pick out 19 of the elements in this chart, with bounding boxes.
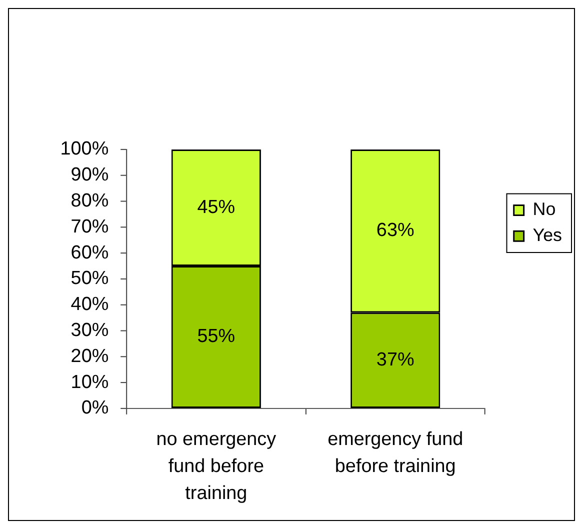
y-tick-label: 30%	[70, 320, 109, 341]
y-tick-label: 100%	[60, 138, 109, 160]
legend-label: No	[532, 199, 556, 220]
y-tick-label: 60%	[70, 242, 109, 264]
y-tick-label: 90%	[70, 164, 109, 186]
data-label: 55%	[197, 326, 236, 348]
data-label: 45%	[197, 196, 236, 218]
y-tick-label: 80%	[70, 190, 109, 212]
y-tick-label: 70%	[70, 216, 109, 238]
data-label: 37%	[376, 349, 414, 370]
y-tick-label: 40%	[70, 294, 109, 316]
x-tick-label: emergency fund before training	[328, 429, 464, 477]
y-tick-label: 20%	[70, 346, 109, 367]
y-tick-label: 0%	[81, 398, 109, 419]
legend-label: Yes	[532, 225, 562, 246]
data-label: 63%	[376, 220, 414, 242]
x-tick-label: no emergency fund before training	[156, 429, 277, 504]
y-tick-label: 10%	[70, 372, 109, 393]
y-tick-label: 50%	[70, 268, 109, 290]
